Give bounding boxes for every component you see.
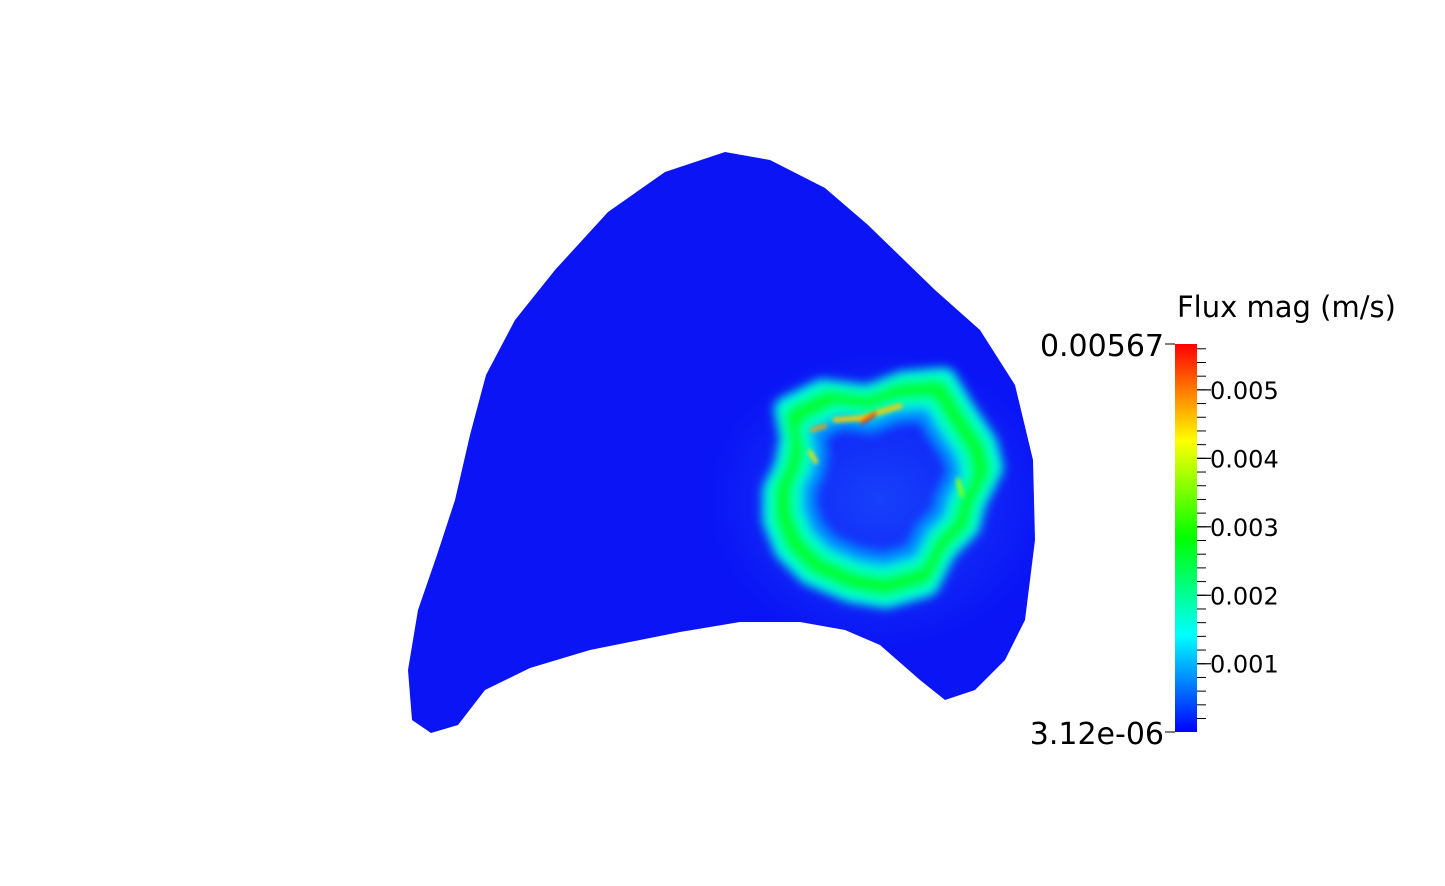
tick-label: 0.001 <box>1210 651 1279 679</box>
flux-hot-streak <box>808 450 818 464</box>
flux-hot-streak <box>956 478 964 497</box>
scalar-field-surface <box>408 152 1035 733</box>
flux-hot-streak <box>860 412 877 424</box>
tick-label: 0.002 <box>1210 582 1279 610</box>
flux-hot-streak <box>810 424 827 432</box>
legend-title: Flux mag (m/s) <box>1177 290 1396 324</box>
colorbar <box>1175 344 1197 732</box>
range-min-label: 3.12e-06 <box>1030 717 1164 752</box>
range-max-label: 0.00567 <box>1040 329 1164 364</box>
major-ticks: 0.005 0.004 0.003 0.002 0.001 <box>1197 377 1279 679</box>
tick-label: 0.005 <box>1210 377 1279 405</box>
scalar-bar-legend: Flux mag (m/s) 0.005 0.004 0.003 0.002 0.001… <box>1030 290 1396 752</box>
tick-label: 0.003 <box>1210 514 1279 542</box>
tick-label: 0.004 <box>1210 445 1279 473</box>
minor-ticks <box>1197 348 1206 720</box>
flux-ring-band <box>802 407 962 567</box>
